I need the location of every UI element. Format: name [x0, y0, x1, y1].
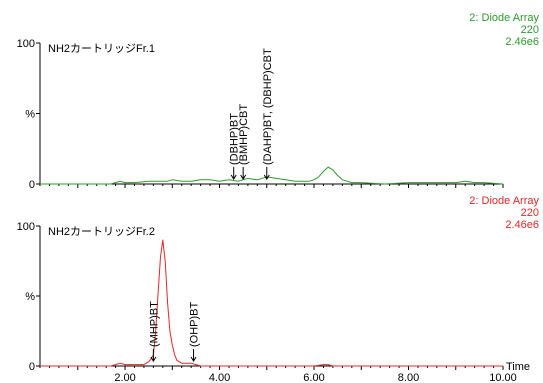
trace-title: NH2カートリッジFr.2 — [48, 225, 155, 238]
peak-annotation: (MHP)BT — [148, 301, 160, 347]
annotation-arrowhead — [230, 174, 237, 180]
x-tick-label: 4.00 — [209, 372, 230, 383]
x-tick-label: 6.00 — [303, 372, 324, 383]
y-tick-label: 100 — [17, 38, 35, 50]
y-tick-label: 0 — [29, 361, 35, 373]
peak-annotation: (OHP)BT — [189, 302, 201, 348]
y-tick-label: 0 — [29, 179, 35, 191]
annotation-arrowhead — [150, 356, 157, 362]
peak-annotation: (DAHP)BT, (DBHP)CBT — [262, 48, 274, 165]
annotation-arrowhead — [263, 174, 270, 180]
y-tick-label: 100 — [17, 221, 35, 233]
series-line — [40, 239, 503, 367]
x-axis-label: Time — [506, 361, 530, 373]
detector-label: 2: Diode Array — [469, 195, 539, 207]
trace-title: NH2カートリッジFr.1 — [48, 42, 155, 55]
detector-scale: 2.46e6 — [505, 219, 539, 231]
series-line — [40, 166, 504, 185]
x-tick-label: 10.00 — [489, 372, 517, 383]
detector-channel: 220 — [521, 24, 539, 36]
x-tick-label: 2.00 — [114, 372, 135, 383]
y-tick-label: % — [25, 291, 35, 303]
detector-scale: 2.46e6 — [505, 36, 539, 48]
chromatogram-panel-fr1: 0% 100 NH2カートリッジFr.1 2: Diode Array2202.46e… — [17, 12, 540, 191]
annotation-arrowhead — [190, 356, 197, 362]
y-tick-label: % — [25, 109, 35, 121]
annotation-arrowhead — [240, 174, 247, 180]
detector-channel: 220 — [521, 207, 539, 219]
x-tick-label: 8.00 — [398, 372, 419, 383]
peak-annotation: (BMHP)CBT — [238, 104, 250, 165]
peak-annotation: (DBHP)BT — [229, 113, 241, 165]
detector-label: 2: Diode Array — [469, 12, 539, 24]
